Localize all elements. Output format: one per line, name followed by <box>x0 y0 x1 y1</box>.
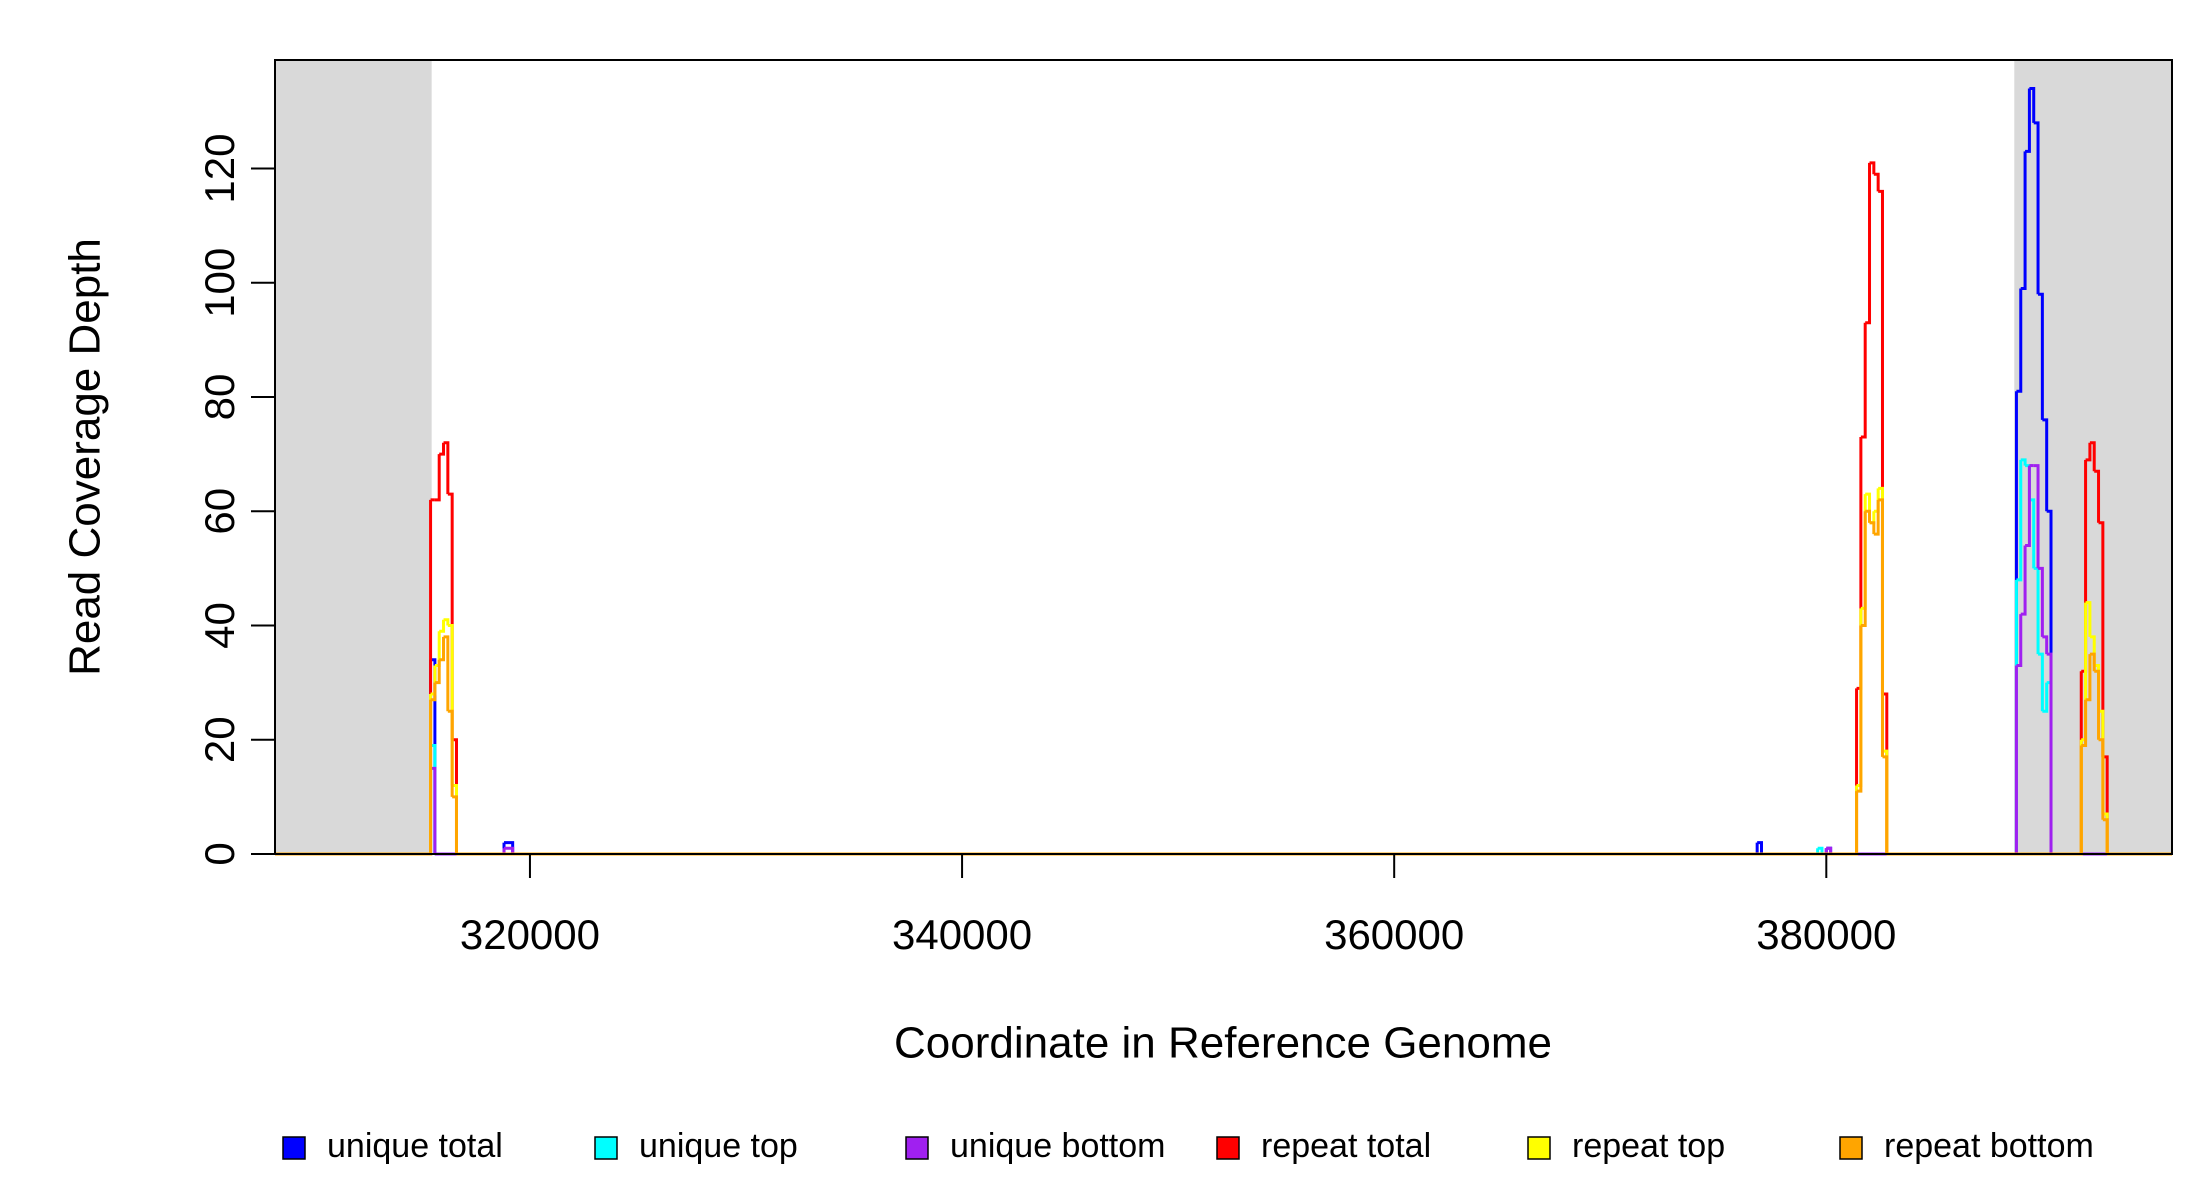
step-segment <box>1882 755 1889 854</box>
y-tick-label: 80 <box>196 374 243 421</box>
x-tick-label: 360000 <box>1324 911 1464 958</box>
legend-swatch <box>282 1136 306 1160</box>
step-segment <box>2089 441 2096 472</box>
lines-layer <box>275 87 2172 856</box>
step-segment <box>434 454 441 502</box>
step-segment <box>2038 292 2044 420</box>
y-tick-label: 60 <box>196 488 243 535</box>
step-segment <box>1873 499 1880 536</box>
step-segment <box>434 659 441 685</box>
step-segment <box>460 842 506 856</box>
step-segment <box>1869 521 1876 535</box>
step-segment <box>2046 652 2053 854</box>
legend-label: repeat top <box>1572 1127 1725 1165</box>
step-segment <box>447 709 454 797</box>
step-segment <box>2025 465 2031 548</box>
legend-item: repeat bottom <box>1839 1127 2094 1165</box>
legend-label: repeat bottom <box>1884 1127 2094 1165</box>
legend-item: unique top <box>594 1127 798 1165</box>
step-segment <box>504 846 515 854</box>
plot-frame <box>274 59 2173 855</box>
step-segment <box>2025 88 2031 153</box>
step-segment <box>1886 391 2018 856</box>
step-segment <box>2016 614 2023 667</box>
step-segment <box>439 619 446 633</box>
step-segment <box>2089 652 2096 672</box>
legend-swatch <box>1216 1136 1240 1160</box>
step-segment <box>1878 498 1884 757</box>
y-tick-label: 20 <box>196 716 243 763</box>
legend-item: unique bottom <box>905 1127 1166 1165</box>
step-segment <box>2094 669 2101 740</box>
step-segment <box>443 618 450 626</box>
step-segment <box>2094 469 2101 523</box>
step-segment <box>1757 841 1763 854</box>
step-segment <box>439 636 446 662</box>
step-segment <box>1860 511 1867 628</box>
x-tick-label: 320000 <box>460 911 600 958</box>
legend-label: unique bottom <box>950 1127 1166 1165</box>
step-segment <box>1856 625 1863 793</box>
step-segment <box>2085 654 2092 702</box>
y-axis-title: Read Coverage Depth <box>61 238 110 676</box>
legend-item: repeat total <box>1216 1127 1431 1165</box>
shaded-region <box>275 60 432 854</box>
step-segment <box>2085 601 2092 637</box>
step-segment <box>2042 418 2049 512</box>
step-segment <box>2033 464 2040 569</box>
legend-swatch <box>1527 1136 1551 1160</box>
step-segment <box>2085 442 2092 462</box>
step-segment <box>2020 458 2027 466</box>
x-tick-label: 340000 <box>892 911 1032 958</box>
step-segment <box>1865 162 1872 325</box>
legend-swatch <box>905 1136 929 1160</box>
step-segment <box>2081 699 2088 747</box>
step-segment <box>439 442 446 456</box>
step-segment <box>2042 682 2049 713</box>
step-segment <box>2098 738 2105 820</box>
step-segment <box>1817 846 1824 854</box>
step-segment <box>2033 121 2040 295</box>
step-segment <box>452 795 458 854</box>
x-tick-label: 380000 <box>1756 911 1896 958</box>
step-segment <box>2029 87 2036 123</box>
y-tick-label: 0 <box>196 842 243 865</box>
step-segment <box>512 842 1759 856</box>
step-segment <box>1873 172 1880 192</box>
step-segment <box>1886 665 2018 856</box>
step-segment <box>2038 566 2044 637</box>
step-segment <box>1886 579 2018 856</box>
legend-label: unique top <box>639 1127 798 1165</box>
step-segment <box>2016 288 2023 393</box>
y-tick-label: 100 <box>196 248 243 318</box>
legend-swatch <box>594 1136 618 1160</box>
legend-item: unique total <box>282 1127 503 1165</box>
step-segment <box>443 441 450 495</box>
step-segment <box>1852 791 1859 856</box>
step-segment <box>2016 459 2023 582</box>
legend-swatch <box>1839 1136 1863 1160</box>
y-tick-label: 120 <box>196 133 243 203</box>
step-segment <box>2020 545 2027 616</box>
step-segment <box>2038 652 2044 712</box>
step-segment <box>2102 818 2109 854</box>
legend-label: repeat total <box>1261 1127 1431 1165</box>
legend-label: unique total <box>327 1127 503 1165</box>
y-tick-label: 40 <box>196 602 243 649</box>
step-segment <box>1826 846 1833 854</box>
step-segment <box>2042 635 2049 655</box>
step-segment <box>1865 509 1872 523</box>
step-segment <box>443 635 450 712</box>
x-axis-title: Coordinate in Reference Genome <box>894 1019 1552 1068</box>
step-segment <box>1869 161 1876 175</box>
legend-item: repeat top <box>1527 1127 1725 1165</box>
series-line <box>275 498 2172 856</box>
step-segment <box>2020 151 2027 290</box>
step-segment <box>1860 322 1867 439</box>
step-segment <box>2098 521 2105 757</box>
step-segment <box>430 682 437 702</box>
